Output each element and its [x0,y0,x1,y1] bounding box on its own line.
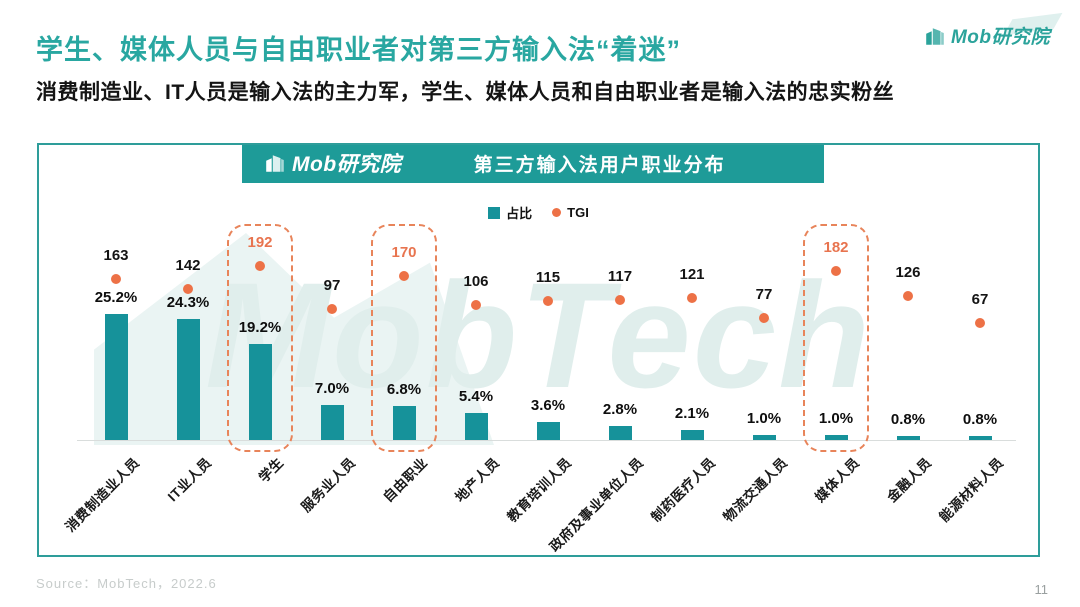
brand-logo: Mob研究院 [924,12,1063,49]
category-label: 地产人员 [452,454,503,506]
chart-header-logo-text: Mob研究院 [292,153,402,176]
percent-value-label: 19.2% [238,319,282,336]
percent-value-label: 3.6% [530,397,566,414]
brand-logo-text: Mob研究院 [950,27,1050,48]
tgi-dot [183,283,193,294]
tgi-value-label: 115 [535,269,561,287]
page-title: 学生、媒体人员与自由职业者对第三方输入法“着迷” [36,35,681,65]
bar [752,435,776,440]
bar [320,405,344,440]
tgi-dot [831,265,841,276]
tgi-value-label: 142 [175,256,201,274]
legend-item-tgi: TGI [552,203,589,222]
x-axis-line [77,440,1016,441]
percent-value-label: 2.8% [602,401,638,418]
tgi-value-label: 182 [823,238,849,256]
legend-dot-icon [552,208,562,217]
category-label: 教育培训人员 [504,454,575,525]
chart-frame: MobTech Mob研究院 第三方输入法用户职业分布 占比 TGI [37,143,1040,557]
tgi-value-label: 163 [103,247,129,265]
watermark-text: MobTech [205,251,872,419]
category-label: 媒体人员 [812,454,863,506]
tgi-value-label: 192 [247,234,273,252]
tgi-dot [399,271,409,282]
tgi-dot [255,261,265,272]
percent-value-label: 2.1% [674,404,710,422]
tgi-value-label: 126 [895,264,921,282]
bar [824,435,848,440]
source-note: Source：MobTech，2022.6 [36,576,217,591]
chart-legend: 占比 TGI [39,203,1038,222]
tgi-value-label: 97 [323,277,341,295]
highlight-box [371,224,437,452]
tgi-dot [903,291,913,302]
category-label: 制药医疗人员 [648,454,719,525]
building-icon [926,27,944,45]
percent-value-label: 25.2% [94,289,138,306]
tgi-dot [471,300,481,311]
chart-header-logo: Mob研究院 [264,148,401,178]
percent-value-label: 7.0% [314,380,350,397]
category-label: 金融人员 [884,454,935,506]
tgi-dot [759,313,769,324]
percent-value-label: 0.8% [890,411,926,428]
legend-item-ratio: 占比 [488,203,532,222]
chart-title: 第三方输入法用户职业分布 [473,154,726,176]
category-label: 能源材料人员 [936,454,1007,525]
page-subtitle: 消费制造业、IT人员是输入法的主力军，学生、媒体人员和自由职业者是输入法的忠实粉… [36,81,895,104]
legend-square-icon [488,206,501,219]
page-number: 11 [1034,582,1049,597]
category-label: 学生 [256,454,287,486]
tgi-value-label: 170 [391,244,417,262]
legend-ratio-label: 占比 [506,206,533,221]
tgi-dot [687,293,697,304]
tgi-value-label: 121 [679,266,705,284]
tgi-value-label: 67 [971,290,989,308]
chart-header-bar: Mob研究院 第三方输入法用户职业分布 [242,145,824,183]
legend-tgi-label: TGI [567,205,589,220]
bar [104,314,128,440]
highlight-box [803,224,869,452]
tgi-dot [327,304,337,315]
category-label: 物流交通人员 [720,454,791,525]
tgi-dot [615,295,625,306]
tgi-value-label: 106 [463,273,489,291]
category-label: 自由职业 [380,454,431,506]
highlight-box [227,224,293,452]
tgi-dot [543,296,553,307]
tgi-value-label: 117 [607,268,633,286]
percent-value-label: 24.3% [166,293,210,311]
bar [392,406,416,440]
bar [680,429,704,440]
category-label: 消费制造业人员 [62,454,143,535]
tgi-value-label: 77 [755,286,773,304]
bar [248,344,272,440]
percent-value-label: 6.8% [386,381,422,398]
bar [968,436,992,440]
bar [464,413,488,440]
tgi-dot [111,274,121,285]
percent-value-label: 1.0% [746,410,782,427]
bar [896,436,920,440]
bar [608,426,632,440]
percent-value-label: 5.4% [458,388,494,405]
percent-value-label: 1.0% [818,410,854,427]
tgi-dot [975,317,985,328]
category-label: IT业人员 [164,454,215,505]
percent-value-label: 0.8% [962,411,998,428]
category-label: 服务业人员 [298,454,359,515]
building-icon [266,155,284,172]
bar [176,318,200,440]
plot-area: 163 25.2% 消费制造业人员 142 24.3% IT业人员 192 19.2% 学生 97… [39,145,1038,555]
bar [536,422,560,440]
